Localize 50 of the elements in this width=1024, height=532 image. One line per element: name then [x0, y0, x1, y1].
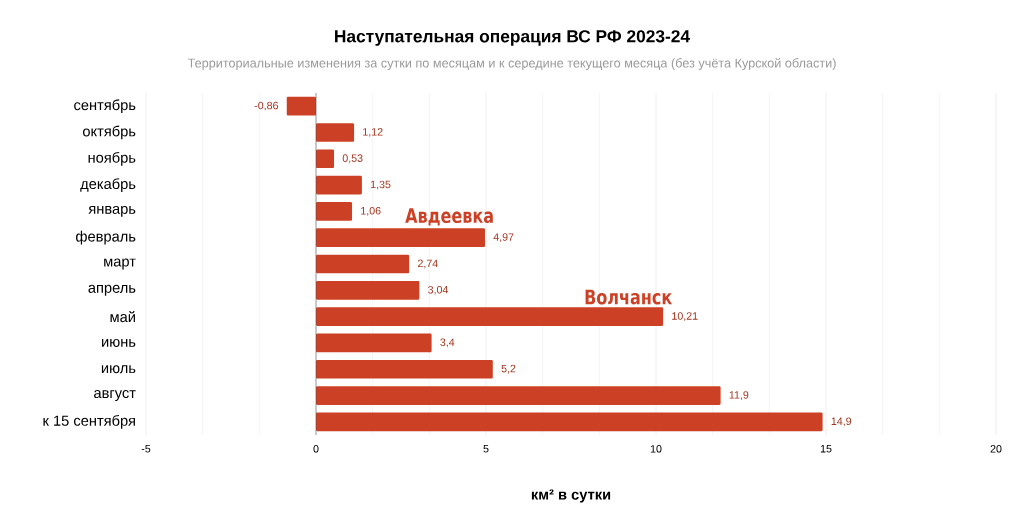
data-label: 1,12: [363, 128, 383, 137]
annotation: Волчанск: [585, 289, 672, 305]
data-label: 4,97: [493, 233, 514, 243]
bar: [316, 359, 493, 379]
data-label: 5,2: [501, 364, 516, 374]
x-tick-label: 20: [990, 445, 1002, 453]
annotation: Авдеевка: [405, 208, 493, 226]
bar: [316, 202, 353, 221]
data-label: 2,74: [417, 259, 438, 269]
data-label: 0,53: [342, 154, 363, 164]
data-label: 11,9: [729, 391, 749, 400]
bar: [316, 254, 410, 274]
x-tick-label: 10: [650, 445, 662, 453]
y-tick-label: май: [110, 311, 135, 323]
data-label: 3,04: [428, 285, 449, 295]
x-tick-label: 5: [483, 445, 489, 453]
bar: [316, 280, 420, 300]
bar: [316, 149, 335, 169]
data-label: 10,21: [672, 312, 698, 322]
y-tick-label: к 15 сентября: [43, 414, 135, 429]
x-tick-label: 15: [820, 445, 832, 453]
chart-title: Наступательная операция ВС РФ 2023-24: [335, 30, 690, 46]
bar: [316, 175, 362, 195]
data-label: 1,35: [370, 180, 391, 190]
bar: [316, 333, 432, 353]
x-tick-label: 0: [313, 445, 319, 453]
y-tick-label: июнь: [102, 338, 136, 347]
y-tick-label: февраль: [76, 230, 136, 245]
chart-subtitle: Территориальные изменения за сутки по месяцам и к середине текущего месяца (без учёта Курской области): [187, 57, 836, 71]
y-tick-label: март: [104, 258, 136, 270]
data-label: 1,06: [361, 206, 381, 216]
y-tick-label: июль: [101, 365, 136, 374]
y-tick-label: апрель: [88, 284, 136, 296]
y-tick-label: декабрь: [80, 178, 136, 192]
bar: [316, 123, 355, 142]
bar: [316, 228, 485, 248]
y-tick-label: октябрь: [82, 125, 136, 140]
x-tick-label: -5: [141, 445, 151, 453]
data-label: -0,86: [254, 101, 279, 111]
bar: [316, 412, 823, 432]
y-tick-label: август: [94, 390, 136, 401]
x-axis-title: км² в сутки: [531, 489, 611, 503]
y-tick-label: сентябрь: [74, 99, 136, 114]
y-tick-label: ноябрь: [88, 151, 136, 166]
data-label: 14,9: [831, 417, 852, 427]
y-tick-label: январь: [88, 205, 136, 217]
bar: [316, 307, 664, 326]
bar: [316, 386, 721, 405]
bar: [286, 96, 316, 116]
data-label: 3,4: [440, 338, 455, 348]
